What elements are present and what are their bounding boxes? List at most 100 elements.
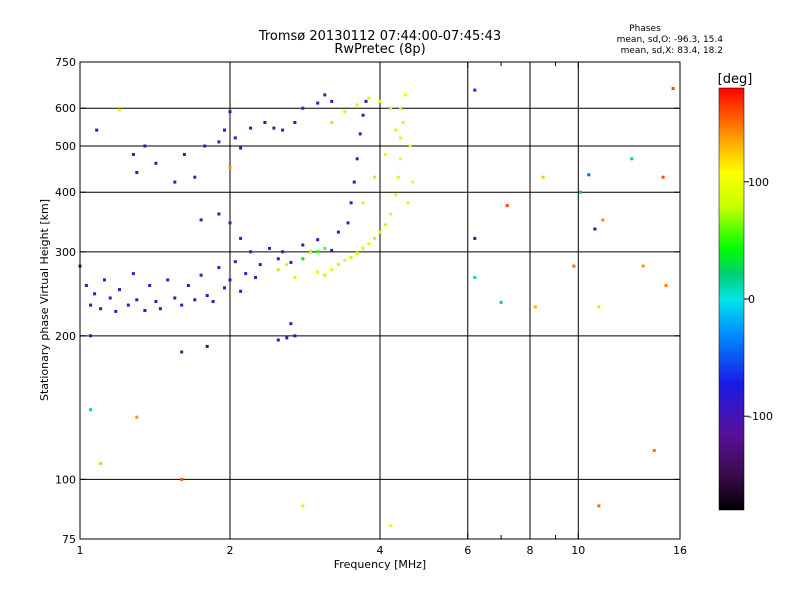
data-point-o [199,273,203,277]
data-point-o [199,218,203,222]
data-point-x [293,276,297,279]
colorbar-ticks: 100 0 -100 [744,176,773,423]
data-point-noise [505,204,509,208]
data-point-o [143,309,147,312]
data-point-o [99,307,103,311]
data-points [78,87,675,528]
data-point-noise [533,305,537,309]
data-point-o [84,284,88,287]
data-point-noise [135,415,139,419]
data-point-o [217,212,221,216]
data-point-o [180,350,184,354]
data-point-x [373,236,376,240]
data-point-x [394,193,398,197]
data-point-o [293,334,297,338]
data-point-o [182,153,186,156]
data-point-x [367,96,371,100]
data-point-x [343,258,347,262]
data-point-x [367,242,371,246]
colorbar-tick-label: -100 [748,410,773,423]
data-point-o [228,110,232,114]
data-point-o [268,246,271,250]
x-tick-label: 6 [464,544,471,557]
data-point-x [316,250,320,254]
data-point-x [361,246,365,250]
data-point-o [263,121,267,124]
data-point-o [114,309,118,313]
colorbar-tick-label: 0 [748,293,755,306]
data-point-o [95,128,99,132]
data-point-o [349,201,353,205]
data-point-noise [99,462,103,465]
y-tick-label: 500 [55,140,76,153]
y-tick-label: 750 [55,56,76,69]
data-point-x [361,201,365,205]
data-point-x [330,268,334,272]
data-point-o [249,126,253,130]
data-point-noise [118,108,121,112]
y-axis: 75 100 200 300 400 500 600 750 [55,56,680,546]
data-point-x [355,251,359,255]
data-point-o [193,298,197,302]
data-point-x [378,230,382,234]
data-point-o [289,322,293,326]
data-point-o [89,334,93,338]
data-point-o [126,303,130,307]
data-point-noise [389,524,393,528]
data-point-noise [597,504,601,508]
data-point-o [148,284,152,287]
data-point-o [289,260,293,264]
data-point-noise [661,175,665,179]
data-point-o [293,121,297,124]
data-point-o [281,128,285,132]
data-point-x [389,212,393,216]
data-point-o [233,260,237,264]
data-point-noise [572,264,576,268]
data-point-o [316,238,320,242]
data-point-noise [587,173,591,177]
data-point-o [205,294,209,297]
data-point-x [378,99,382,103]
data-point-o [276,338,280,342]
data-point-o [281,250,285,254]
x-tick-label: 1 [77,544,84,557]
data-point-x [399,136,403,140]
data-point-x [301,257,305,261]
data-point-x [343,110,347,114]
stats-heading: Phases [629,24,661,34]
data-point-o [228,278,232,282]
data-point-o [186,284,190,287]
data-point-o [143,144,147,148]
data-point-x [285,263,289,267]
data-point-o [346,221,350,225]
y-tick-label: 400 [55,186,76,199]
stats-line-x: mean, sd,X: 83.4, 18.2 [621,46,723,56]
data-point-o [211,300,215,303]
data-point-x [355,103,359,107]
data-point-o [316,101,320,105]
data-point-o [249,250,253,254]
data-point-o [358,132,362,136]
data-point-noise [301,504,305,508]
data-point-x [389,106,393,110]
data-point-noise [593,227,597,231]
data-point-noise [473,88,477,92]
data-point-noise [578,190,582,194]
data-point-noise [541,175,545,179]
x-tick-label: 16 [673,544,687,557]
data-point-x [316,270,320,274]
data-point-x [404,93,407,97]
data-point-o [276,257,280,261]
data-point-o [244,272,248,276]
y-tick-label: 100 [55,473,76,486]
x-tick-label: 8 [527,544,534,557]
data-point-o [135,298,139,302]
data-point-noise [597,305,601,309]
data-point-x [411,180,415,184]
data-point-x [276,268,280,272]
x-axis-label: Frequency [MHz] [334,558,426,571]
data-point-x [349,255,353,259]
data-point-noise [89,408,93,412]
data-point-x [383,153,387,156]
data-point-x [408,144,412,148]
